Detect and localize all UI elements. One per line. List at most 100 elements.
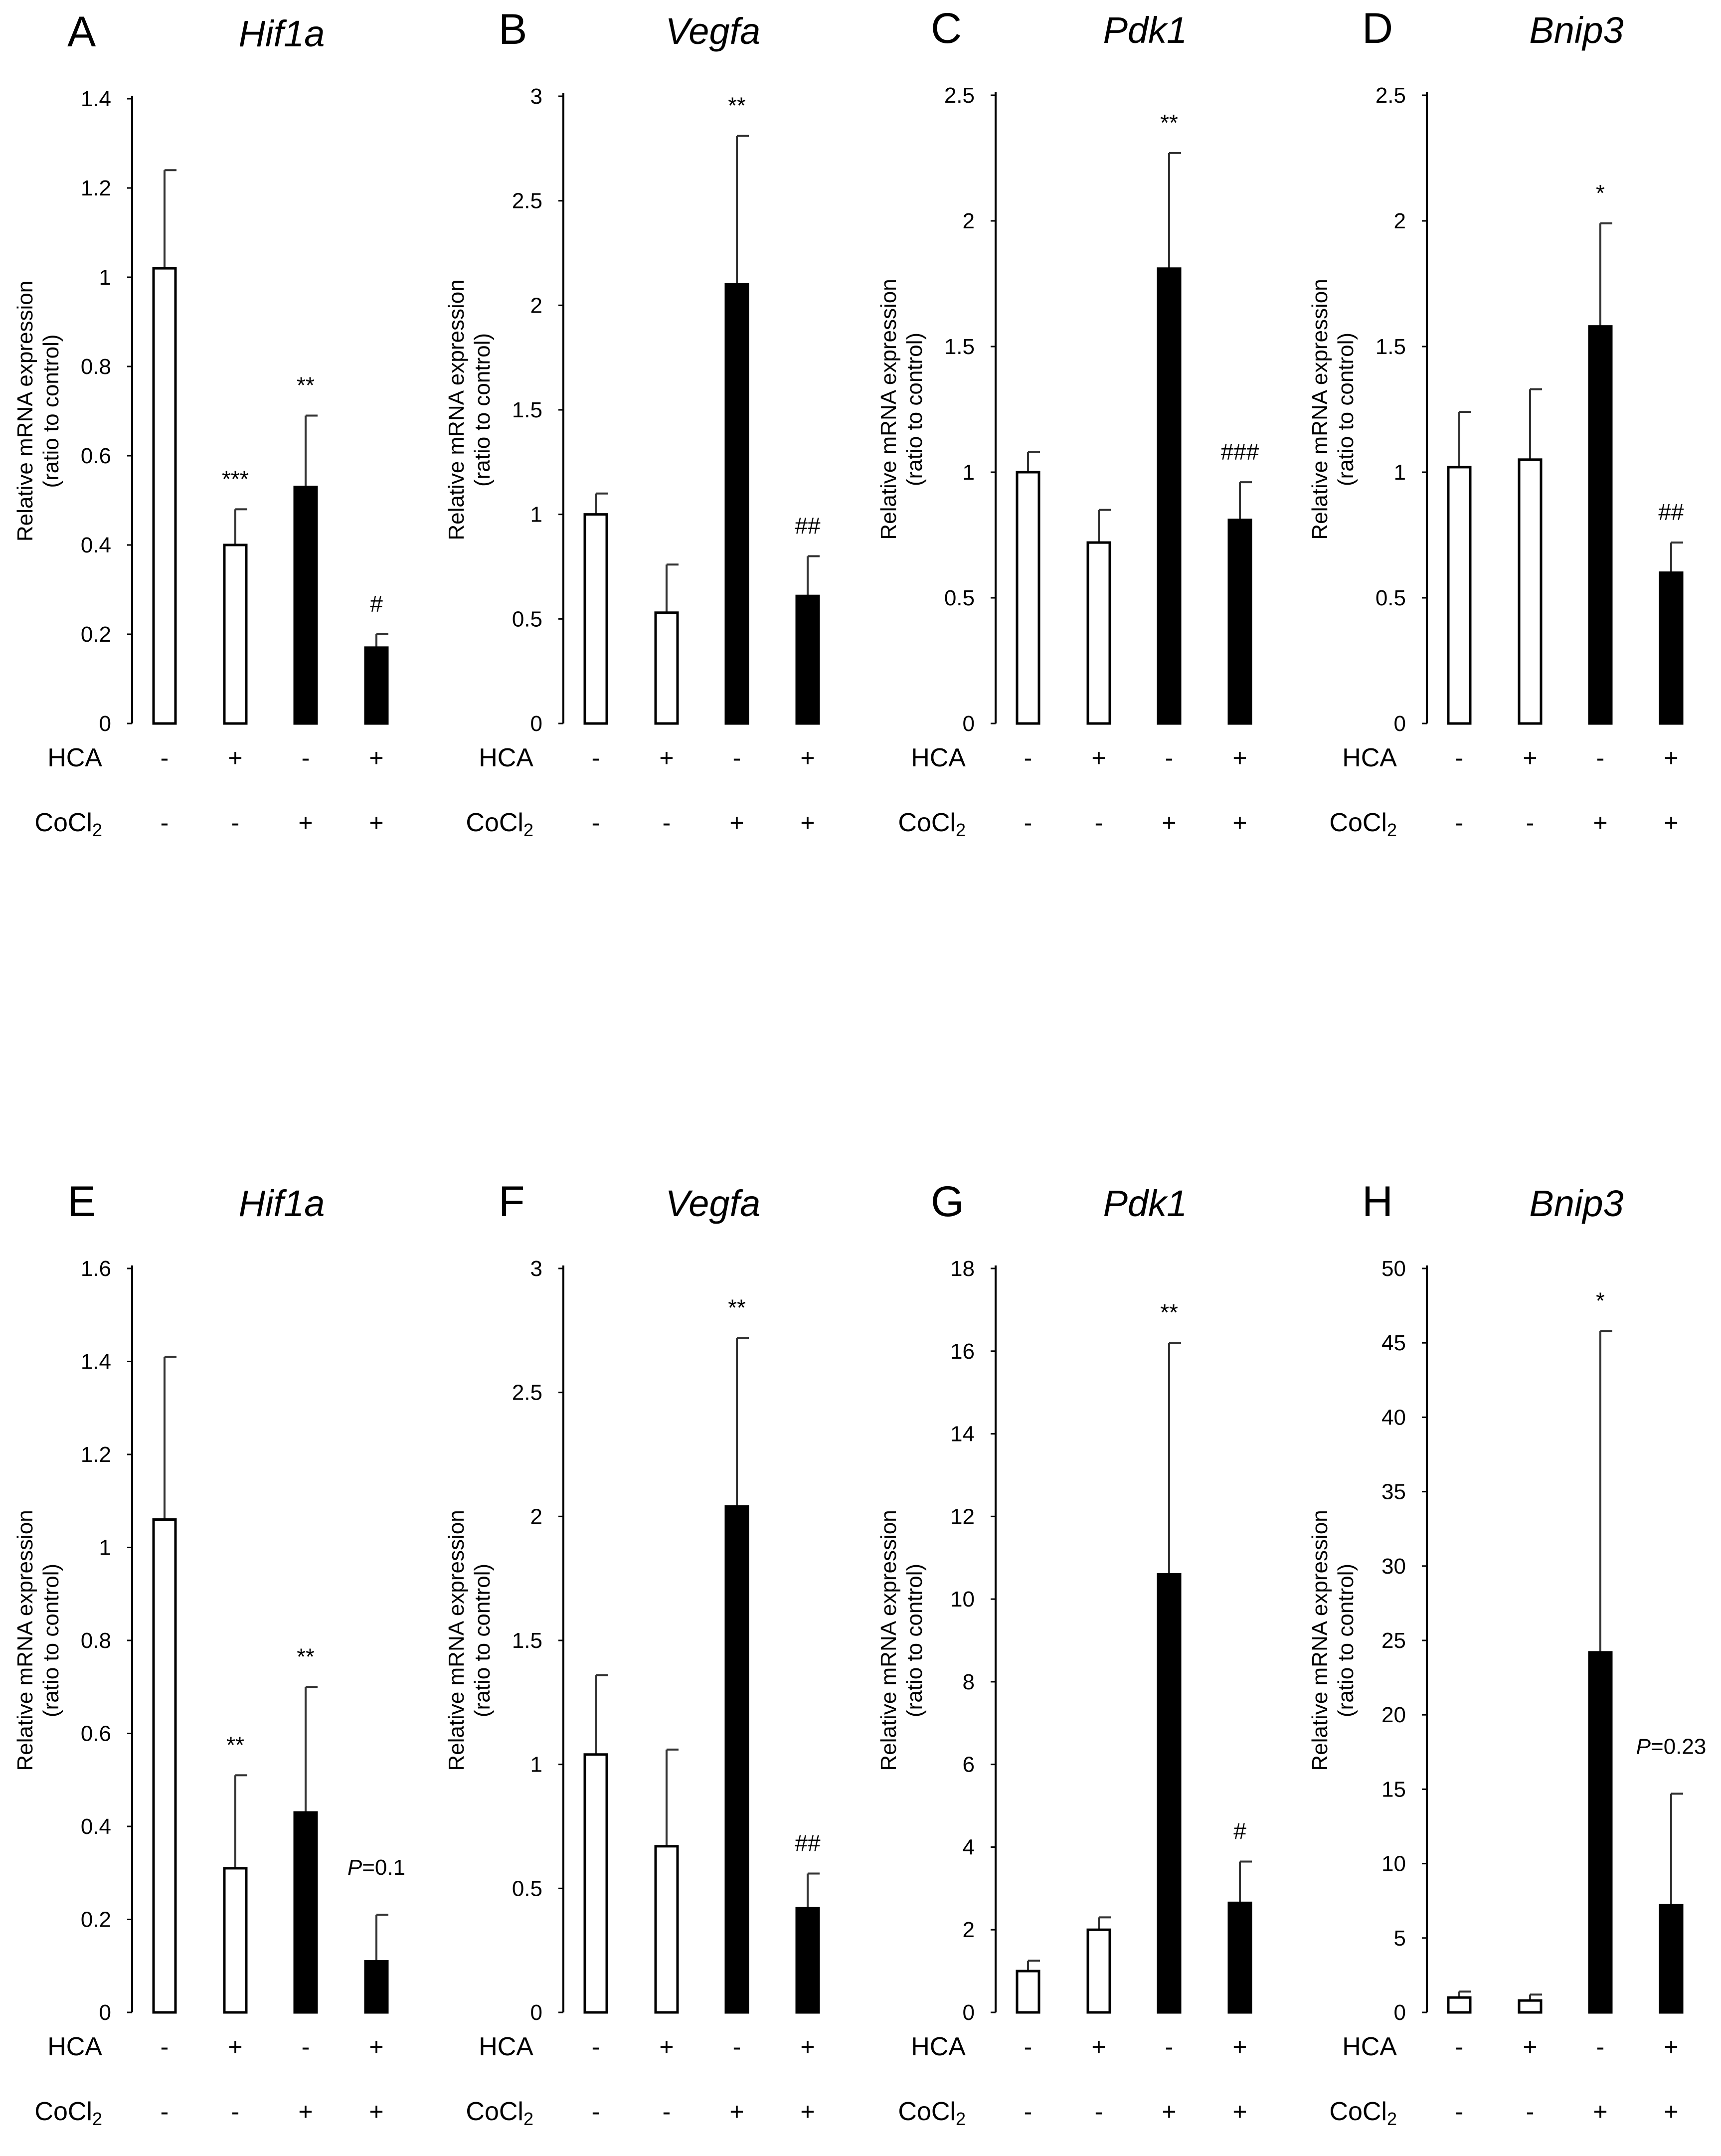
bar-3 [293, 1811, 318, 2014]
bar-3 [1588, 325, 1613, 725]
y-tick-label: 0 [963, 712, 975, 736]
hca-sign: + [1664, 2033, 1678, 2061]
y-tick-label: 0.6 [81, 1722, 111, 1746]
y-tick-label: 30 [1381, 1554, 1406, 1579]
cocl2-subscript: 2 [1387, 2109, 1397, 2129]
hca-sign: + [659, 2033, 674, 2061]
bar-1 [583, 1753, 608, 2014]
y-axis-label: Relative mRNA expression (ratio to contro… [444, 279, 495, 540]
hca-row-label: HCA [479, 743, 533, 772]
significance-marker: *** [222, 466, 249, 492]
y-axis-label-line2: (ratio to control) [39, 1564, 63, 1717]
significance-marker: ### [1221, 439, 1259, 465]
chart-panel-f: F Vegfa 0 0.5 1 1.5 2 2.5 3 Relative mRNA express… [444, 1178, 821, 2129]
y-tick-label: 0 [530, 2000, 542, 2025]
cocl2-sign: + [800, 2098, 815, 2126]
bar-2 [654, 611, 679, 725]
y-tick-label: 0 [99, 2000, 111, 2025]
significance-marker: ** [1160, 110, 1178, 136]
hca-sign: - [302, 2033, 310, 2061]
cocl2-sign: - [161, 2098, 169, 2126]
y-tick-label: 16 [950, 1339, 975, 1364]
cocl2-sign: + [1232, 2098, 1247, 2126]
cocl2-prefix: CoCl [34, 2097, 92, 2126]
y-tick-label: 0.5 [1376, 586, 1406, 610]
hca-sign: + [1664, 744, 1678, 772]
bar-2 [223, 1867, 248, 2014]
y-tick-label: 0.4 [81, 1814, 111, 1839]
panel-letter: H [1362, 1178, 1393, 1226]
y-axis-label-line2: (ratio to control) [902, 1564, 927, 1717]
y-tick-label: 18 [950, 1257, 975, 1281]
y-tick-label: 4 [963, 1835, 975, 1859]
bar-1 [152, 1518, 177, 2014]
cocl2-sign: - [663, 2098, 671, 2126]
hca-sign: + [228, 744, 242, 772]
y-tick-label: 45 [1381, 1331, 1406, 1355]
hca-sign: + [1091, 2033, 1106, 2061]
panel-letter: B [499, 5, 527, 53]
cocl2-sign: + [298, 809, 313, 837]
y-tick-label: 6 [963, 1753, 975, 1777]
cocl2-prefix: CoCl [1329, 808, 1387, 837]
cocl2-row-label: CoCl2 [466, 808, 533, 840]
significance-marker: ** [297, 372, 315, 398]
y-tick-label: 14 [950, 1422, 975, 1446]
bar-1 [583, 513, 608, 725]
bar-4 [1227, 519, 1252, 725]
bar-4 [364, 1960, 389, 2014]
hca-sign: - [1024, 744, 1033, 772]
panel-letter: E [67, 1178, 96, 1226]
cocl2-sign: - [1095, 809, 1103, 837]
hca-sign: - [1024, 2033, 1033, 2061]
cocl2-sign: + [1162, 809, 1176, 837]
cocl2-sign: - [592, 2098, 600, 2126]
gene-title: Bnip3 [1529, 1183, 1623, 1224]
bar-3 [1157, 267, 1182, 725]
hca-row-label: HCA [1342, 2032, 1397, 2061]
hca-sign: + [369, 744, 383, 772]
cocl2-subscript: 2 [956, 820, 966, 840]
y-tick-label: 1.6 [81, 1257, 111, 1281]
hca-sign: + [228, 2033, 242, 2061]
significance-marker: ** [728, 93, 746, 119]
bar-1 [1016, 1970, 1040, 2014]
y-tick-label: 1 [99, 265, 111, 290]
cocl2-sign: + [369, 2098, 383, 2126]
y-tick-label: 0.5 [944, 586, 975, 610]
hca-sign: - [161, 744, 169, 772]
y-tick-label: 3 [530, 1257, 542, 1281]
p-value-symbol: P [347, 1855, 362, 1880]
hca-sign: - [592, 2033, 600, 2061]
significance-marker: ** [297, 1643, 315, 1669]
y-axis-label-line2: (ratio to control) [39, 334, 63, 488]
cocl2-row-label: CoCl2 [898, 808, 966, 840]
y-axis-label-line1: Relative mRNA expression [1308, 279, 1332, 539]
hca-sign: + [369, 2033, 383, 2061]
y-axis-label-line2: (ratio to control) [1334, 1564, 1358, 1717]
cocl2-sign: - [1455, 2098, 1464, 2126]
gene-title: Hif1a [239, 1183, 325, 1224]
cocl2-sign: + [1593, 809, 1607, 837]
cocl2-sign: + [800, 809, 815, 837]
bar-1 [152, 267, 177, 725]
cocl2-sign: - [231, 2098, 240, 2126]
cocl2-sign: - [1024, 2098, 1033, 2126]
hca-sign: + [1232, 2033, 1247, 2061]
p-value-symbol: P [1636, 1734, 1651, 1759]
panel-letter: D [1362, 4, 1393, 52]
y-tick-label: 0.8 [81, 1628, 111, 1653]
y-tick-label: 0.6 [81, 444, 111, 468]
y-axis-label: Relative mRNA expression (ratio to contro… [13, 1510, 63, 1771]
hca-sign: - [1165, 744, 1174, 772]
bar-2 [1518, 1999, 1543, 2014]
y-tick-label: 1.2 [81, 176, 111, 200]
chart-panel-h: H Bnip3 0 5 10 15 20 25 30 35 40 45 50 Relative mRNA … [1308, 1178, 1706, 2129]
y-tick-label: 0.5 [512, 607, 542, 631]
y-axis-label-line2: (ratio to control) [902, 333, 927, 486]
y-axis-label-line2: (ratio to control) [470, 333, 495, 487]
y-tick-label: 2.5 [512, 189, 542, 213]
y-tick-label: 2.5 [1376, 83, 1406, 108]
p-value-label: P=0.1 [347, 1855, 405, 1880]
